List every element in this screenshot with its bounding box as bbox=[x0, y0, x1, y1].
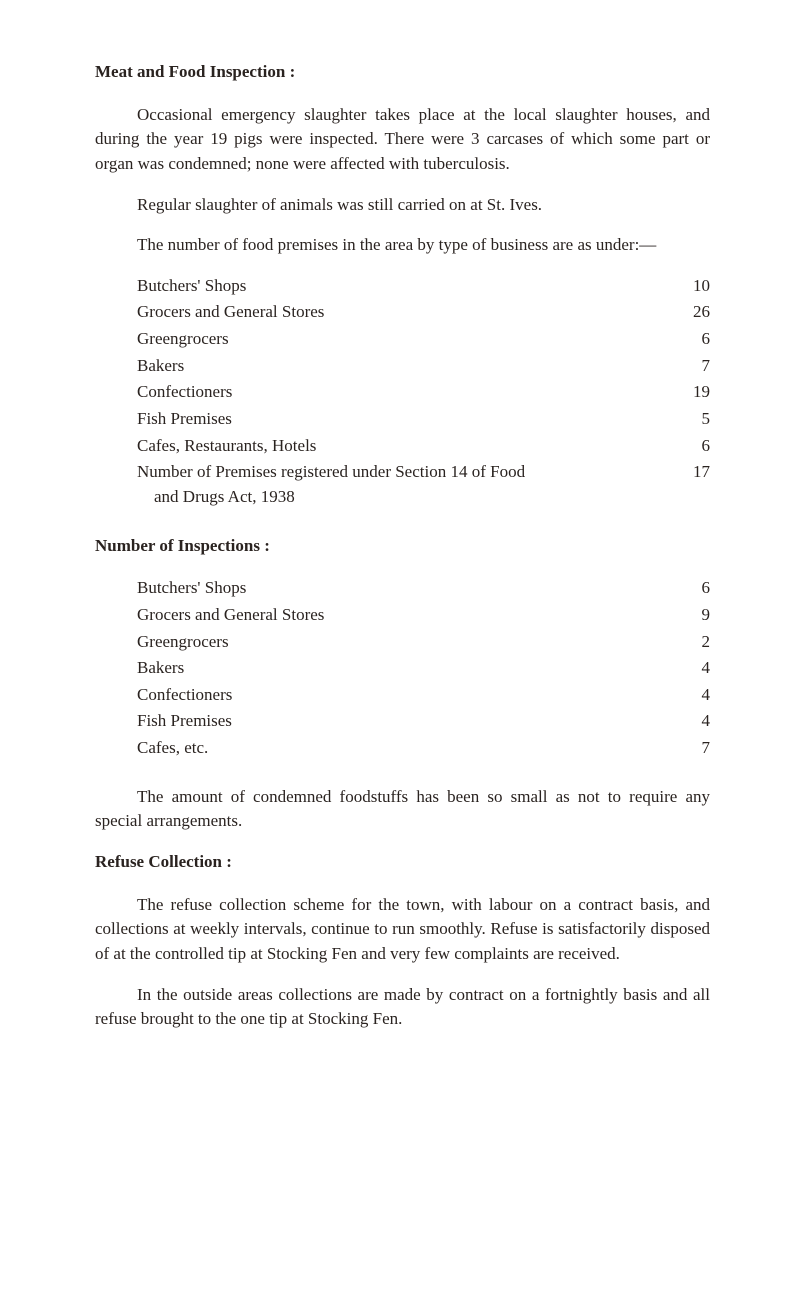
body-paragraph: The amount of condemned foodstuffs has b… bbox=[95, 785, 710, 834]
list-item-label: Grocers and General Stores bbox=[137, 603, 324, 628]
body-paragraph: In the outside areas collections are mad… bbox=[95, 983, 710, 1032]
list-item: Butchers' Shops 10 bbox=[137, 274, 710, 299]
list-item-value: 6 bbox=[670, 434, 710, 459]
body-paragraph: The refuse collection scheme for the tow… bbox=[95, 893, 710, 967]
list-item: Greengrocers 6 bbox=[137, 327, 710, 352]
list-item-value: 4 bbox=[670, 683, 710, 708]
list-item: Butchers' Shops 6 bbox=[137, 576, 710, 601]
list-item-label: Confectioners bbox=[137, 683, 232, 708]
list-item-label: Fish Premises bbox=[137, 407, 232, 432]
list-item-label: Bakers bbox=[137, 656, 184, 681]
list-item-value: 7 bbox=[670, 354, 710, 379]
list-item-value: 6 bbox=[670, 576, 710, 601]
list-item-value: 6 bbox=[670, 327, 710, 352]
list-item: Grocers and General Stores 9 bbox=[137, 603, 710, 628]
list-item-label: Greengrocers bbox=[137, 630, 229, 655]
list-item-value: 9 bbox=[670, 603, 710, 628]
body-paragraph: Regular slaughter of animals was still c… bbox=[95, 193, 710, 218]
list-item-value: 10 bbox=[670, 274, 710, 299]
inspections-list: Butchers' Shops6Grocers and General Stor… bbox=[137, 576, 710, 760]
list-item-value: 7 bbox=[670, 736, 710, 761]
list-item-label: Number of Premises registered under Sect… bbox=[137, 460, 525, 509]
list-item-value: 17 bbox=[670, 460, 710, 485]
list-item-label: Greengrocers bbox=[137, 327, 229, 352]
section-heading: Refuse Collection : bbox=[95, 850, 710, 875]
list-item-label: Cafes, Restaurants, Hotels bbox=[137, 434, 316, 459]
list-item: Confectioners 19 bbox=[137, 380, 710, 405]
body-paragraph: The number of food premises in the area … bbox=[95, 233, 710, 258]
list-item: Fish Premises 5 bbox=[137, 407, 710, 432]
list-item: Confectioners 4 bbox=[137, 683, 710, 708]
list-item-value: 5 bbox=[670, 407, 710, 432]
list-item-value: 26 bbox=[670, 300, 710, 325]
body-paragraph: Occasional emergency slaughter takes pla… bbox=[95, 103, 710, 177]
list-item-value: 4 bbox=[670, 656, 710, 681]
list-item: Fish Premises 4 bbox=[137, 709, 710, 734]
list-item: Greengrocers 2 bbox=[137, 630, 710, 655]
list-item-value: 2 bbox=[670, 630, 710, 655]
list-item-label: Butchers' Shops bbox=[137, 274, 246, 299]
list-item: Cafes, etc. 7 bbox=[137, 736, 710, 761]
list-item-label: Cafes, etc. bbox=[137, 736, 208, 761]
list-item-label: Butchers' Shops bbox=[137, 576, 246, 601]
list-item-label: Grocers and General Stores bbox=[137, 300, 324, 325]
list-item: Bakers 7 bbox=[137, 354, 710, 379]
list-item-label: Bakers bbox=[137, 354, 184, 379]
list-item: Number of Premises registered under Sect… bbox=[137, 460, 710, 509]
list-item: Grocers and General Stores 26 bbox=[137, 300, 710, 325]
section-heading: Number of Inspections : bbox=[95, 534, 710, 559]
list-item: Bakers 4 bbox=[137, 656, 710, 681]
list-item: Cafes, Restaurants, Hotels 6 bbox=[137, 434, 710, 459]
list-item-label: Fish Premises bbox=[137, 709, 232, 734]
premises-list: Butchers' Shops10Grocers and General Sto… bbox=[137, 274, 710, 510]
list-item-value: 4 bbox=[670, 709, 710, 734]
section-heading: Meat and Food Inspection : bbox=[95, 60, 710, 85]
list-item-label: Confectioners bbox=[137, 380, 232, 405]
list-item-value: 19 bbox=[670, 380, 710, 405]
